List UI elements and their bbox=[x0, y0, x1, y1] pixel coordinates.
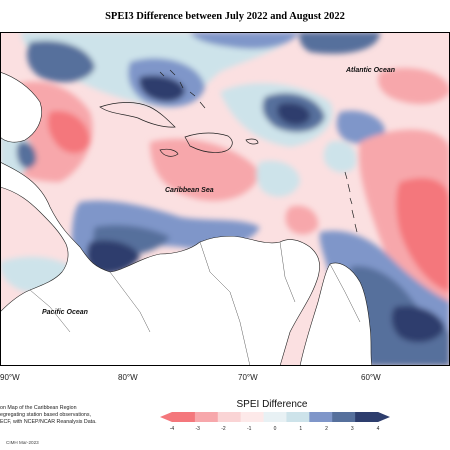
anomaly-region bbox=[277, 102, 311, 126]
anomaly-region bbox=[139, 75, 185, 102]
island-jamaica bbox=[159, 148, 179, 157]
anomaly-region bbox=[86, 240, 140, 274]
legend-colorbar: -4 -3 -2 -1 0 1 2 3 4 bbox=[160, 412, 390, 432]
spei-field bbox=[0, 32, 450, 366]
lon-label: 90°W bbox=[0, 373, 20, 382]
anomaly-region bbox=[47, 111, 90, 154]
spei-map: Atlantic Ocean Caribbean Sea Pacific Oce… bbox=[0, 32, 450, 366]
legend-tick-label: 3 bbox=[351, 426, 354, 432]
legend-tick-label: 1 bbox=[299, 426, 302, 432]
legend-swatch bbox=[240, 412, 264, 422]
anomaly-region bbox=[336, 110, 385, 144]
island-cuba bbox=[99, 102, 176, 128]
legend-title: SPEI Difference bbox=[236, 399, 308, 410]
map-title: SPEI3 Difference between July 2022 and A… bbox=[105, 11, 345, 22]
legend-tick-label: -3 bbox=[196, 426, 201, 432]
legend-swatch bbox=[286, 412, 310, 422]
legend-tick-label: 0 bbox=[274, 426, 277, 432]
legend-swatch bbox=[309, 412, 333, 422]
legend-swatch bbox=[217, 412, 241, 422]
legend-arrow-min bbox=[160, 412, 172, 422]
lon-label: 80°W bbox=[118, 373, 138, 382]
legend-tick-label: 4 bbox=[377, 426, 380, 432]
anomaly-region bbox=[16, 141, 37, 169]
lon-label: 70°W bbox=[238, 373, 258, 382]
note-line: on Map of the Caribbean Region bbox=[0, 405, 77, 411]
anomaly-region bbox=[190, 32, 300, 49]
legend-swatch bbox=[263, 412, 287, 422]
note-line: ECF, with NCEP/NCAR Reanalysis Data. bbox=[0, 419, 97, 425]
legend-tick-label: -1 bbox=[247, 426, 252, 432]
legend-swatch bbox=[355, 412, 379, 422]
borders bbox=[29, 241, 361, 366]
anomaly-region bbox=[285, 205, 319, 235]
anomaly-region bbox=[323, 141, 357, 173]
anomaly-region bbox=[256, 160, 300, 197]
anomaly-region bbox=[391, 305, 445, 343]
anomaly-region bbox=[396, 178, 450, 292]
legend-swatch bbox=[194, 412, 219, 422]
legend-swatch bbox=[332, 412, 356, 422]
land-mainland bbox=[0, 71, 373, 366]
island-bahamas bbox=[159, 69, 206, 109]
anomaly-region bbox=[378, 68, 450, 104]
credit: CIMH Mar-2023 bbox=[6, 440, 39, 445]
label-atlantic-ocean: Atlantic Ocean bbox=[345, 67, 395, 74]
anomaly-region bbox=[299, 32, 380, 54]
islands bbox=[99, 69, 358, 233]
legend-tick-label: 2 bbox=[325, 426, 328, 432]
island-lesser-antilles bbox=[344, 171, 358, 233]
label-pacific-ocean: Pacific Ocean bbox=[42, 309, 88, 316]
legend-swatch bbox=[172, 412, 196, 422]
note-line: egregating station based observations, bbox=[0, 412, 91, 418]
island-puerto-rico bbox=[245, 138, 259, 145]
island-hispaniola bbox=[184, 132, 233, 153]
label-caribbean-sea: Caribbean Sea bbox=[165, 187, 214, 194]
lon-label: 60°W bbox=[361, 373, 381, 382]
legend-arrow-max bbox=[378, 412, 390, 422]
legend-tick-label: -2 bbox=[221, 426, 226, 432]
anomaly-region bbox=[27, 40, 95, 83]
legend-tick-label: -4 bbox=[170, 426, 175, 432]
